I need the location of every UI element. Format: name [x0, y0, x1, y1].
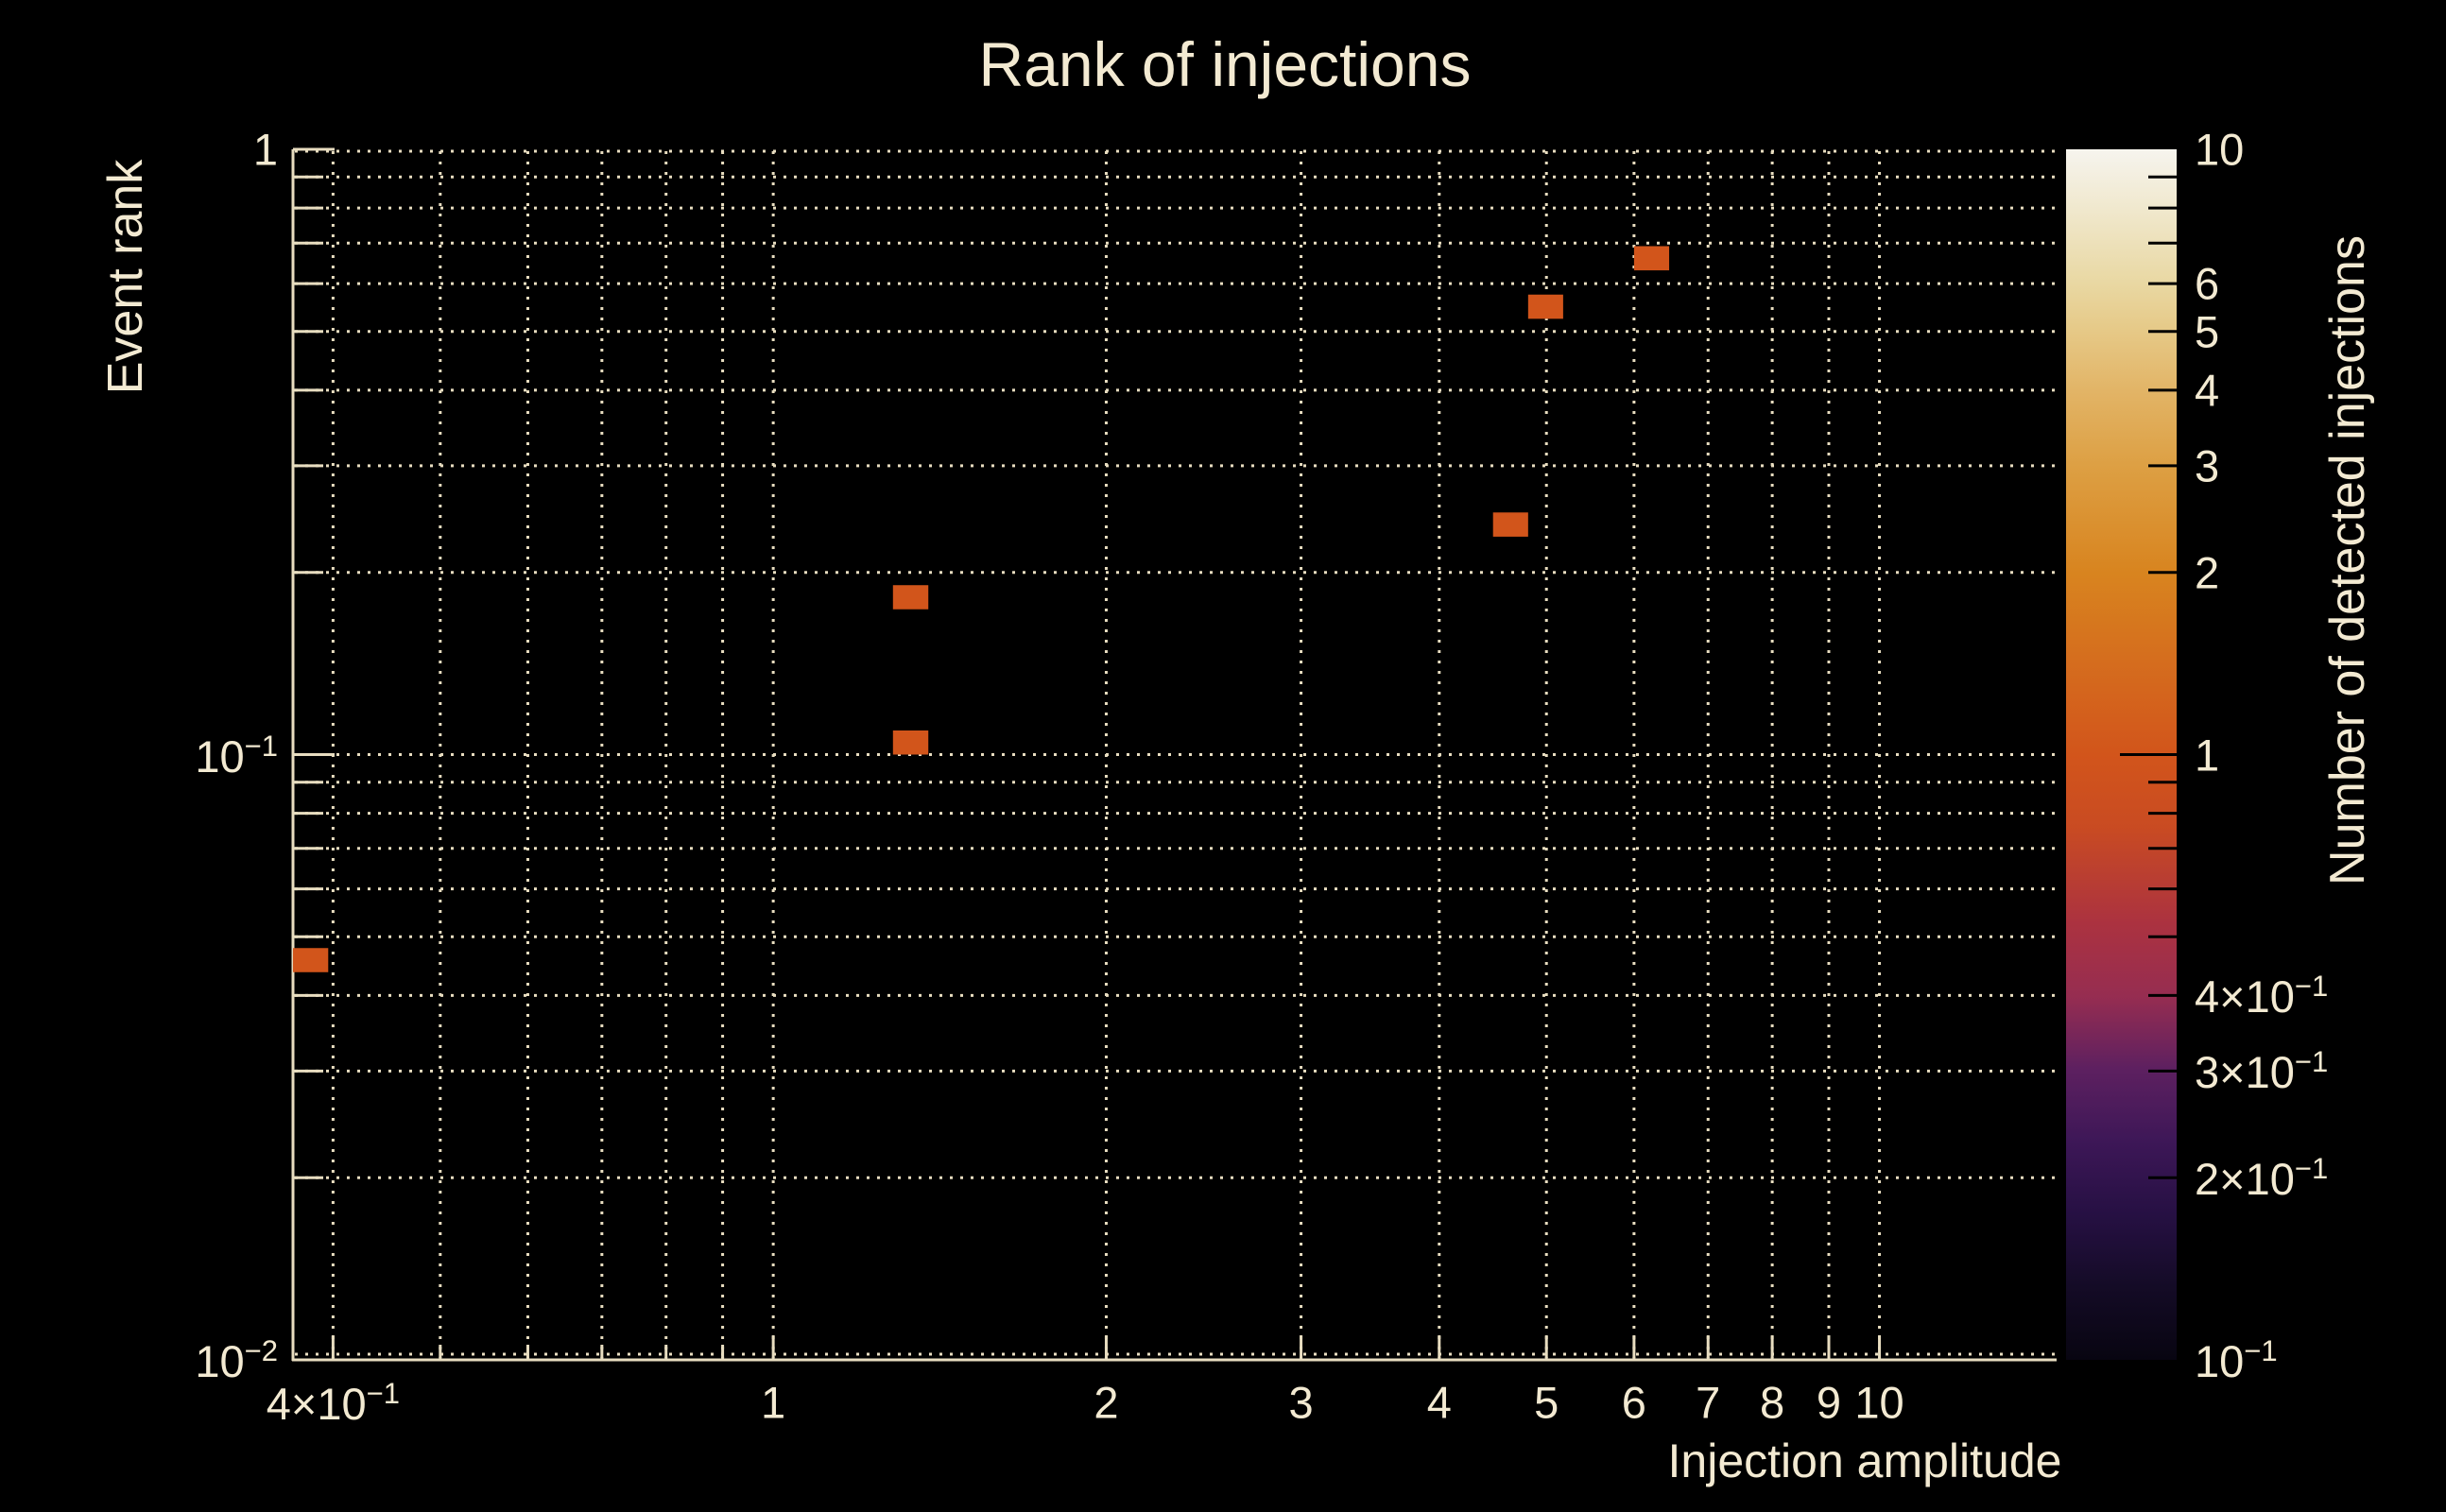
x-tick-label: 7	[1696, 1377, 1721, 1428]
x-tick-label: 5	[1534, 1377, 1559, 1428]
colorbar-tick-label: 3×10−1	[2195, 1045, 2329, 1098]
y-tick-label: 1	[252, 124, 278, 175]
heatmap-bin	[1633, 246, 1670, 271]
x-tick-label: 6	[1621, 1377, 1646, 1428]
heatmap-bin	[892, 730, 929, 755]
x-tick-label: 9	[1816, 1377, 1842, 1428]
heatmap-bin	[293, 948, 329, 972]
colorbar-tick-label: 1	[2195, 730, 2220, 780]
colorbar-title: Number of detected injections	[2320, 235, 2375, 885]
x-tick-label: 8	[1760, 1377, 1785, 1428]
heatmap-bin	[892, 585, 929, 610]
heatmap-bin	[1527, 294, 1563, 319]
x-tick-label: 4×10−1	[266, 1376, 400, 1430]
colorbar-tick-label: 4	[2195, 365, 2220, 416]
x-tick-label: 3	[1288, 1377, 1314, 1428]
x-axis-title: Injection amplitude	[1667, 1435, 2062, 1487]
colorbar-tick-label: 10	[2195, 124, 2245, 175]
x-tick-label: 2	[1094, 1377, 1119, 1428]
heatmap-bin	[1492, 512, 1528, 537]
x-tick-label: 10	[1854, 1377, 1904, 1428]
colorbar-tick-label: 2×10−1	[2195, 1152, 2329, 1205]
x-tick-label: 4	[1426, 1377, 1452, 1428]
colorbar-tick-label: 4×10−1	[2195, 970, 2329, 1022]
x-tick-label: 1	[761, 1377, 786, 1428]
colorbar-tick-label: 6	[2195, 258, 2220, 309]
y-tick-label: 10−1	[195, 729, 278, 782]
y-tick-label: 10−2	[195, 1333, 278, 1387]
colorbar-tick-label: 3	[2195, 440, 2220, 491]
y-axis-title: Event rank	[98, 159, 153, 395]
colorbar-tick-label: 2	[2195, 547, 2220, 598]
chart-title: Rank of injections	[978, 29, 1472, 99]
colorbar-tick-label: 10−1	[2195, 1333, 2278, 1387]
colorbar-tick-label: 5	[2195, 306, 2220, 357]
